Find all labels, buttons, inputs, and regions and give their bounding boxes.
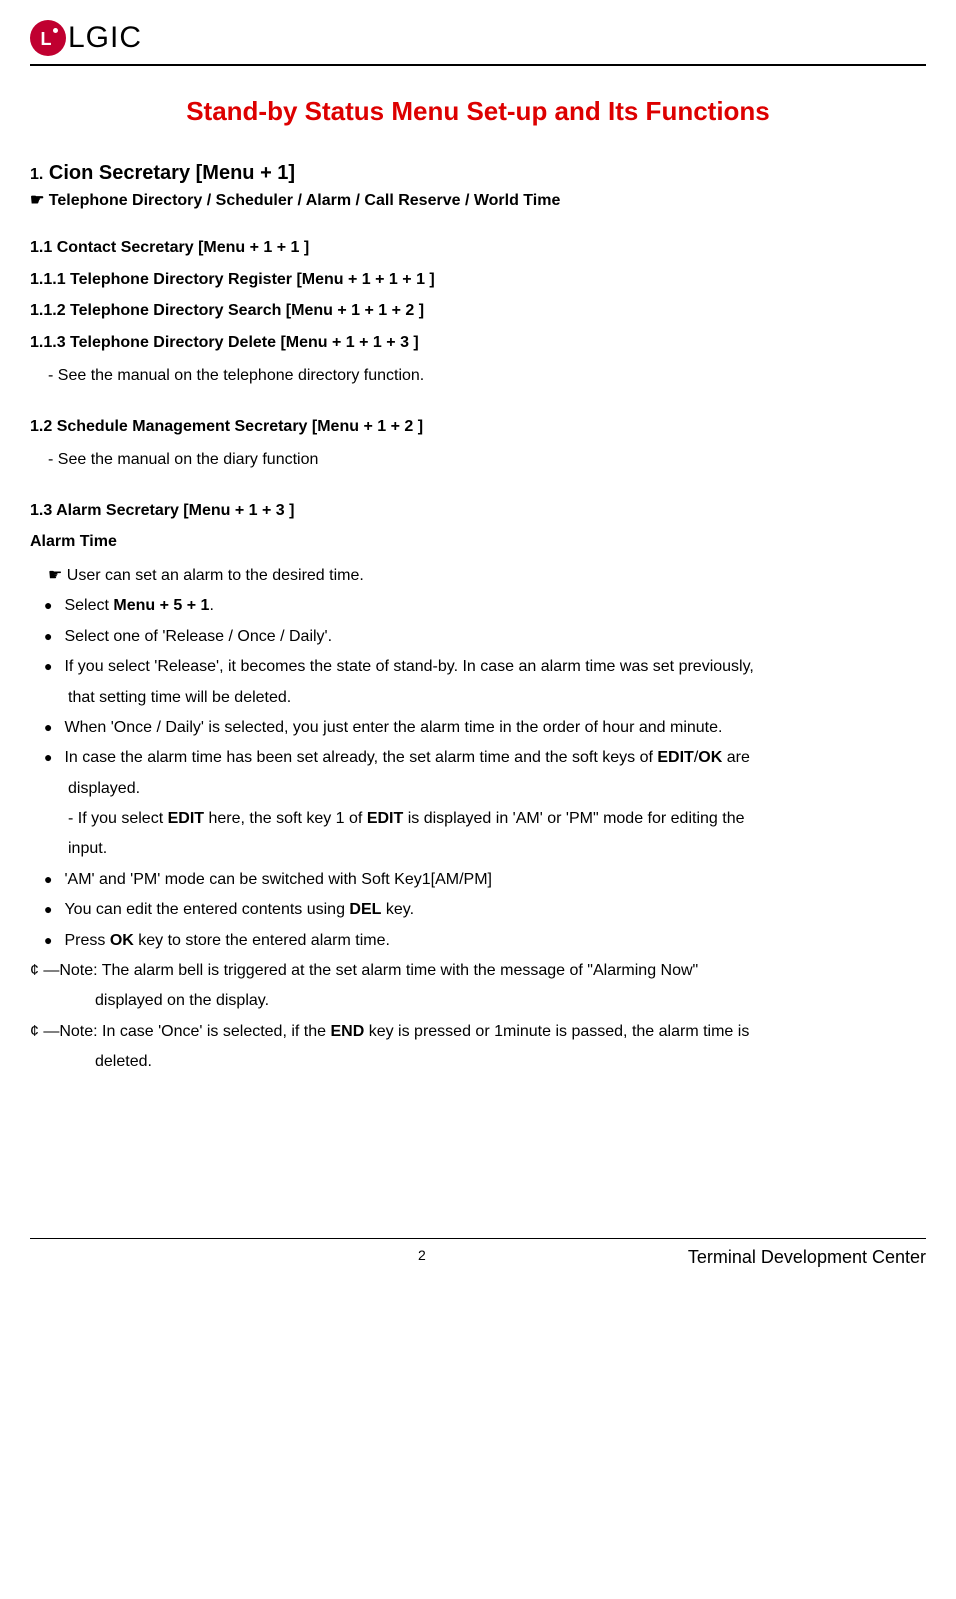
note-2: ¢ —Note: In case 'Once' is selected, if … — [30, 1017, 926, 1047]
sub-bold: EDIT — [367, 810, 403, 827]
lg-logo-icon: L — [30, 20, 66, 56]
bullet-1: ● Select Menu + 5 + 1. — [30, 591, 926, 621]
section-text: Cion Secretary [Menu + 1] — [49, 162, 295, 184]
page-header: L LGIC — [30, 20, 926, 56]
note-2-cont: deleted. — [30, 1047, 926, 1077]
subsection-1-1-3: 1.1.3 Telephone Directory Delete [Menu +… — [30, 330, 926, 356]
bullet-5-cont: displayed. — [30, 774, 926, 804]
note-1-cont: displayed on the display. — [30, 986, 926, 1016]
bullet-6: ● 'AM' and 'PM' mode can be switched with… — [30, 865, 926, 895]
subsection-1-1-1: 1.1.1 Telephone Directory Register [Menu… — [30, 267, 926, 293]
subsection-1-1-note: - See the manual on the telephone direct… — [48, 361, 926, 391]
page-footer: 2 Terminal Development Center — [30, 1238, 926, 1247]
bullet-icon: ● — [44, 871, 52, 887]
bullet-text: When 'Once / Daily' is selected, you jus… — [64, 719, 722, 736]
subsection-1-2: 1.2 Schedule Management Secretary [Menu … — [30, 414, 926, 440]
bullet-text: key to store the entered alarm time. — [134, 932, 390, 949]
alarm-time-heading: Alarm Time — [30, 529, 926, 555]
bullet-text: In case the alarm time has been set alre… — [64, 749, 657, 766]
header-divider — [30, 64, 926, 66]
note-text: key is pressed or 1minute is passed, the… — [364, 1023, 749, 1040]
company-name: LGIC — [68, 21, 142, 55]
bullet-bold: DEL — [349, 901, 381, 918]
bullet-icon: ● — [44, 932, 52, 948]
bullet-8: ● Press OK key to store the entered alarm… — [30, 926, 926, 956]
subsection-1-1: 1.1 Contact Secretary [Menu + 1 + 1 ] — [30, 235, 926, 261]
footer-text: Terminal Development Center — [688, 1247, 926, 1268]
logo-letter: L — [41, 29, 52, 50]
subsection-1-2-note: - See the manual on the diary function — [48, 445, 926, 475]
bullet-4: ● When 'Once / Daily' is selected, you ju… — [30, 713, 926, 743]
bullet-text: Select — [64, 597, 113, 614]
note-bold: END — [330, 1023, 364, 1040]
bullet-5: ● In case the alarm time has been set alr… — [30, 743, 926, 773]
bullet-icon: ● — [44, 901, 52, 917]
subsection-1-1-2: 1.1.2 Telephone Directory Search [Menu +… — [30, 298, 926, 324]
bullet-5-sub: - If you select EDIT here, the soft key … — [30, 804, 926, 834]
section-1-title: 1. Cion Secretary [Menu + 1] — [30, 162, 926, 185]
bullet-7: ● You can edit the entered contents using… — [30, 895, 926, 925]
bullet-bold: Menu + 5 + 1 — [113, 597, 209, 614]
bullet-icon: ● — [44, 597, 52, 613]
section-number: 1. — [30, 166, 43, 183]
bullet-text: . — [209, 597, 213, 614]
sub-text: - If you select — [68, 810, 168, 827]
sub-bold: EDIT — [168, 810, 204, 827]
bullet-text: Press — [64, 932, 109, 949]
bullet-text: If you select 'Release', it becomes the … — [64, 658, 753, 675]
subsection-1-3: 1.3 Alarm Secretary [Menu + 1 + 3 ] — [30, 498, 926, 524]
alarm-pointer: ☛ User can set an alarm to the desired t… — [48, 561, 926, 591]
sub-text: here, the soft key 1 of — [204, 810, 367, 827]
bullet-icon: ● — [44, 658, 52, 674]
bullet-3-cont: that setting time will be deleted. — [30, 683, 926, 713]
bullet-icon: ● — [44, 719, 52, 735]
bullet-3: ● If you select 'Release', it becomes the… — [30, 652, 926, 682]
bullet-text: 'AM' and 'PM' mode can be switched with … — [64, 871, 492, 888]
bullet-bold: EDIT — [657, 749, 693, 766]
section-1-subtitle: ☛ Telephone Directory / Scheduler / Alar… — [30, 190, 926, 210]
bullet-bold: OK — [110, 932, 134, 949]
bullet-5-sub-cont: input. — [30, 834, 926, 864]
sub-text: is displayed in 'AM' or 'PM" mode for ed… — [403, 810, 744, 827]
bullet-text: You can edit the entered contents using — [64, 901, 349, 918]
note-text: ¢ —Note: In case 'Once' is selected, if … — [30, 1023, 330, 1040]
bullet-2: ● Select one of 'Release / Once / Daily'. — [30, 622, 926, 652]
bullet-bold: OK — [698, 749, 722, 766]
bullet-text: key. — [381, 901, 414, 918]
page-title: Stand-by Status Menu Set-up and Its Func… — [30, 96, 926, 127]
note-1: ¢ —Note: The alarm bell is triggered at … — [30, 956, 926, 986]
bullet-icon: ● — [44, 749, 52, 765]
bullet-icon: ● — [44, 628, 52, 644]
bullet-text: are — [722, 749, 750, 766]
bullet-text: Select one of 'Release / Once / Daily'. — [64, 628, 332, 645]
page-number: 2 — [418, 1247, 426, 1263]
